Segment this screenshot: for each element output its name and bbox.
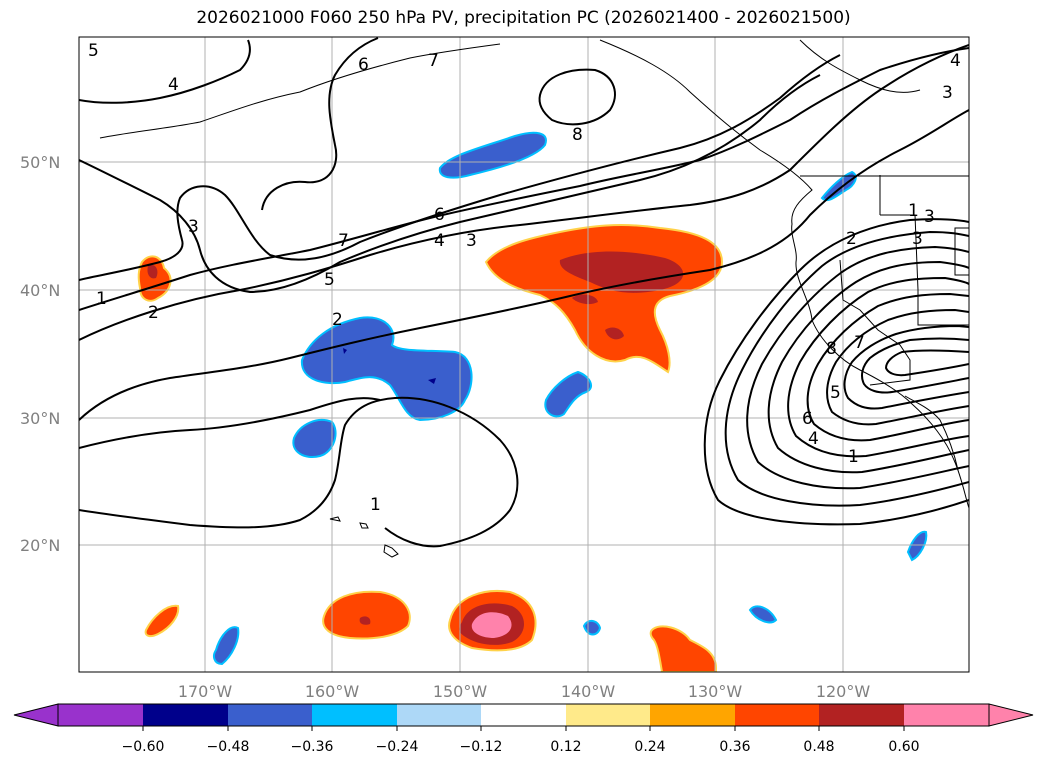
lon-label-160w: 160°W	[305, 682, 360, 701]
contour-label: 1	[370, 495, 381, 515]
pv-contours	[79, 37, 969, 548]
contour-label: 3	[912, 229, 923, 249]
colorbar-segment	[397, 704, 481, 726]
map-title: 2026021000 F060 250 hPa PV, precipitatio…	[196, 8, 851, 28]
contour-label: 7	[338, 231, 349, 251]
colorbar-tick-label: 0.12	[550, 739, 581, 755]
colorbar-segment	[228, 704, 312, 726]
contour-label: 4	[808, 429, 819, 449]
colorbar-segment	[819, 704, 904, 726]
colorbar-segment	[58, 704, 143, 726]
colorbar-segment	[904, 704, 989, 726]
contour-label: 5	[324, 270, 335, 290]
contour-label: 3	[924, 207, 935, 227]
contour-label: 6	[802, 409, 813, 429]
lon-label-120w: 120°W	[816, 682, 871, 701]
contour-label: 4	[434, 231, 445, 251]
colorbar-tick-label: −0.12	[460, 739, 503, 755]
lat-label-30n: 30°N	[20, 409, 60, 428]
lon-label-130w: 130°W	[688, 682, 743, 701]
contour-label: 8	[572, 125, 583, 145]
contour-label: 4	[168, 75, 179, 95]
contour-label: 2	[148, 303, 159, 323]
latitude-labels: 50°N 40°N 30°N 20°N	[20, 153, 60, 555]
contour-label: 5	[830, 383, 841, 403]
contour-label: 1	[848, 447, 859, 467]
lon-label-170w: 170°W	[178, 682, 233, 701]
lat-label-50n: 50°N	[20, 153, 60, 172]
colorbar-segment	[143, 704, 228, 726]
colorbar-tick-label: −0.24	[376, 739, 419, 755]
colorbar-frame	[57, 703, 990, 727]
colorbar-segment	[735, 704, 819, 726]
contour-label: 6	[434, 205, 445, 225]
contour-label: 3	[942, 83, 953, 103]
colorbar-tick-label: 0.48	[803, 739, 834, 755]
colorbar-segment	[312, 704, 397, 726]
map-border	[78, 36, 970, 673]
contour-label: 3	[466, 231, 477, 251]
map-gridlines	[79, 37, 969, 672]
contour-label: 1	[96, 289, 107, 309]
colorbar-tick-label: 0.24	[634, 739, 665, 755]
colorbar-tick-label: 0.36	[719, 739, 750, 755]
colorbar-segment	[566, 704, 650, 726]
contour-label: 8	[826, 339, 837, 359]
contour-label: 5	[88, 41, 99, 61]
lat-label-20n: 20°N	[20, 536, 60, 555]
contour-label: 7	[428, 51, 439, 71]
lat-label-40n: 40°N	[20, 281, 60, 300]
longitude-labels: 170°W 160°W 150°W 140°W 130°W 120°W	[178, 682, 871, 701]
contour-label: 6	[358, 55, 369, 75]
colorbar-tick-label: −0.48	[207, 739, 250, 755]
contour-labels: 5 4 6 7 4 3 8 3 3 6 4 3 1 2 7 5 2 3 2 1 …	[88, 41, 961, 515]
colorbar-segment	[481, 704, 566, 726]
colorbar-tick-label: −0.36	[291, 739, 334, 755]
colorbar-tick-label: 0.60	[888, 739, 919, 755]
lon-label-150w: 150°W	[433, 682, 488, 701]
colorbar-segment	[650, 704, 735, 726]
contour-label: 2	[332, 310, 343, 330]
contour-label: 3	[188, 217, 199, 237]
colorbar-extend-min	[13, 703, 59, 727]
lon-label-140w: 140°W	[561, 682, 616, 701]
colorbar: −0.60 −0.48 −0.36 −0.24 −0.12 0.12 0.24 0.36 0.4…	[13, 703, 1034, 755]
contour-label: 7	[854, 333, 865, 353]
contour-label: 2	[846, 229, 857, 249]
colorbar-tick-label: −0.60	[122, 739, 165, 755]
contour-label: 1	[908, 201, 919, 221]
contour-label: 4	[950, 51, 961, 71]
colorbar-extend-max	[988, 703, 1034, 727]
